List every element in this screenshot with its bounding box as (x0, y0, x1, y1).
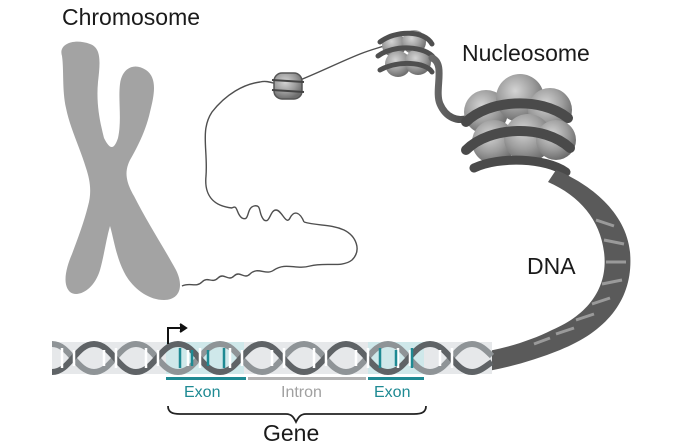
nucleosome-label: Nucleosome (462, 40, 590, 66)
gene-label: Gene (263, 420, 320, 446)
intron-bar (248, 377, 366, 380)
gene-bracket (167, 405, 427, 425)
small-nucleosome (271, 72, 305, 100)
large-nucleosome (461, 74, 576, 177)
medium-nucleosome (375, 30, 437, 77)
intron-label: Intron (281, 384, 322, 401)
dna-double-helix (51, 340, 495, 376)
dna-ribbon (470, 170, 631, 374)
chromosome-shape (61, 41, 181, 300)
exon-label-left: Exon (184, 384, 221, 401)
exon-label-right: Exon (374, 384, 411, 401)
linker-dna (428, 54, 472, 123)
dna-label: DNA (527, 253, 576, 279)
exon-bar-right (368, 377, 424, 380)
chromatin-fiber (181, 45, 385, 287)
gene-segment-bars (166, 377, 424, 380)
transcription-start-arrow (167, 323, 188, 344)
exon-bar-left (166, 377, 246, 380)
chromosome-label: Chromosome (62, 4, 201, 30)
